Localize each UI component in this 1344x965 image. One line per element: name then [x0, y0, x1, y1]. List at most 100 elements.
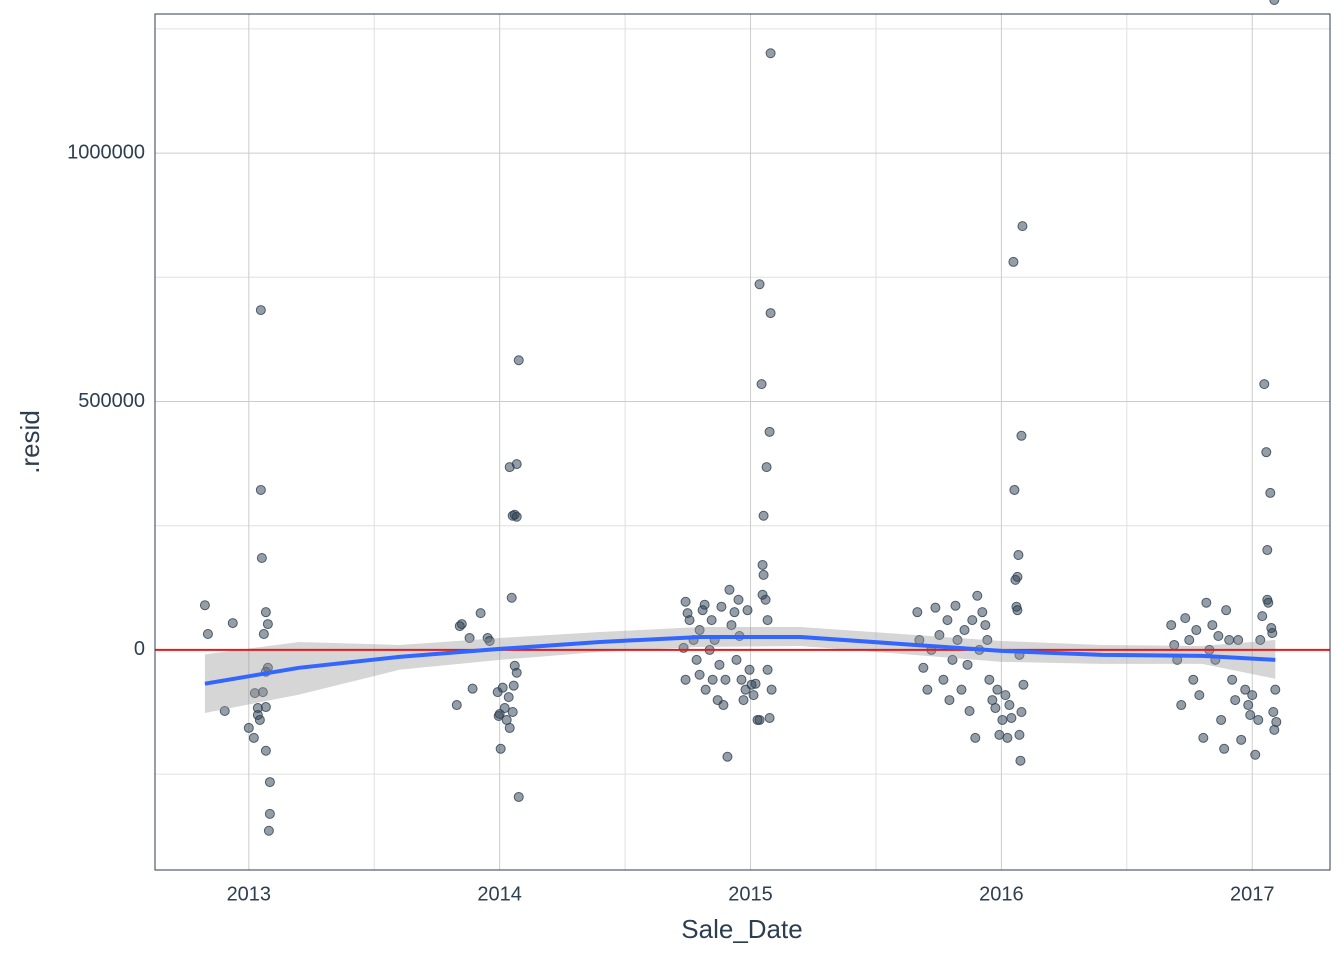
point: [918, 662, 929, 673]
point: [1245, 709, 1256, 720]
point: [762, 615, 773, 626]
x-tick-label: 2015: [728, 883, 773, 905]
point: [699, 599, 710, 610]
point: [467, 683, 478, 694]
point: [707, 674, 718, 685]
point: [1009, 484, 1020, 495]
point: [1257, 611, 1268, 622]
point: [503, 692, 514, 703]
point: [199, 600, 210, 611]
point: [1184, 634, 1195, 645]
point: [972, 590, 983, 601]
point: [956, 684, 967, 695]
point: [1166, 620, 1177, 631]
point: [680, 596, 691, 607]
point: [506, 592, 517, 603]
point: [765, 48, 776, 59]
point: [718, 700, 729, 711]
point: [260, 607, 271, 618]
point: [694, 625, 705, 636]
point: [1269, 0, 1280, 5]
point: [511, 459, 522, 470]
point: [716, 601, 727, 612]
point: [1240, 684, 1251, 695]
point: [511, 511, 522, 522]
point: [980, 620, 991, 631]
point: [942, 615, 953, 626]
point: [984, 674, 995, 685]
point: [257, 687, 268, 698]
point: [977, 607, 988, 618]
point: [513, 791, 524, 802]
point: [254, 714, 265, 725]
point: [264, 808, 275, 819]
point: [1263, 597, 1274, 608]
point: [714, 659, 725, 670]
point: [1194, 690, 1205, 701]
point: [1247, 690, 1258, 701]
point: [255, 305, 266, 316]
point: [1262, 545, 1273, 556]
point: [1012, 605, 1023, 616]
point: [762, 664, 773, 675]
point: [967, 615, 978, 626]
point: [1016, 430, 1027, 441]
point: [495, 743, 506, 754]
point: [1253, 714, 1264, 725]
point: [1219, 743, 1230, 754]
point: [263, 825, 274, 836]
point: [724, 584, 735, 595]
point: [736, 674, 747, 685]
point: [720, 674, 731, 685]
point: [264, 777, 275, 788]
point: [494, 709, 505, 720]
point: [1268, 707, 1279, 718]
point: [930, 602, 941, 613]
point: [970, 732, 981, 743]
point: [258, 629, 269, 640]
point: [1004, 700, 1015, 711]
point: [694, 669, 705, 680]
point: [765, 308, 776, 319]
point: [1002, 732, 1013, 743]
point: [691, 654, 702, 665]
point: [700, 684, 711, 695]
point: [742, 605, 753, 616]
point: [992, 684, 1003, 695]
point: [504, 722, 515, 733]
point: [738, 695, 749, 706]
confidence-band: [204, 627, 1276, 714]
point: [758, 569, 769, 580]
point: [1271, 716, 1282, 727]
point: [1176, 700, 1187, 711]
point: [1265, 487, 1276, 498]
point: [1230, 695, 1241, 706]
point: [912, 607, 923, 618]
point: [938, 674, 949, 685]
point: [260, 702, 271, 713]
point: [484, 635, 495, 646]
point: [1180, 613, 1191, 624]
point: [508, 680, 519, 691]
point: [1017, 221, 1028, 232]
point: [1243, 700, 1254, 711]
point: [964, 706, 975, 717]
point: [1236, 734, 1247, 745]
point: [764, 426, 775, 437]
point: [754, 714, 765, 725]
point: [456, 619, 467, 630]
point: [733, 594, 744, 605]
point: [451, 700, 462, 711]
point: [722, 751, 733, 762]
point: [1008, 256, 1019, 267]
x-axis-title: Sale_Date: [681, 914, 802, 944]
point: [1018, 679, 1029, 690]
point: [684, 615, 695, 626]
y-axis-title: .resid: [15, 410, 45, 474]
point: [1224, 634, 1235, 645]
point: [1191, 625, 1202, 636]
point: [1015, 755, 1026, 766]
point: [756, 379, 767, 390]
point: [748, 690, 759, 701]
